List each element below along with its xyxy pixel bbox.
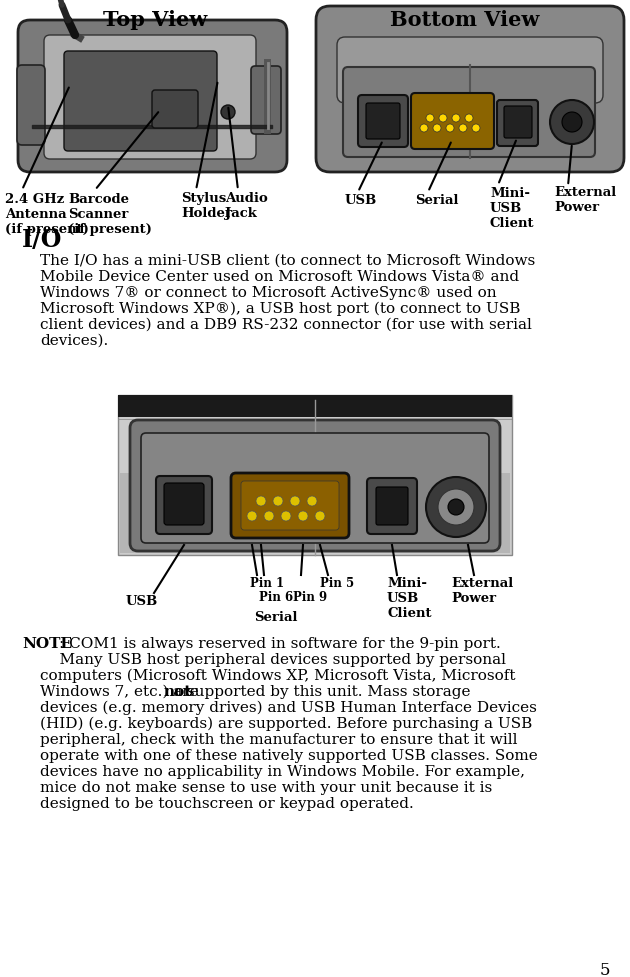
FancyBboxPatch shape — [358, 95, 408, 147]
FancyBboxPatch shape — [251, 66, 281, 134]
FancyBboxPatch shape — [130, 420, 500, 551]
Text: Stylus
Holder: Stylus Holder — [181, 192, 232, 220]
Circle shape — [452, 114, 460, 122]
FancyBboxPatch shape — [366, 103, 400, 139]
Circle shape — [448, 499, 464, 515]
FancyBboxPatch shape — [337, 37, 603, 103]
Text: The I/O has a mini-USB client (to connect to Microsoft Windows: The I/O has a mini-USB client (to connec… — [40, 254, 536, 268]
Circle shape — [433, 124, 441, 132]
Circle shape — [459, 124, 467, 132]
Text: Windows 7, etc.) are: Windows 7, etc.) are — [40, 685, 203, 699]
Circle shape — [264, 511, 274, 521]
Text: Barcode
Scanner
(if present): Barcode Scanner (if present) — [68, 193, 152, 236]
Circle shape — [426, 114, 434, 122]
Circle shape — [298, 511, 308, 521]
FancyBboxPatch shape — [120, 473, 510, 553]
Circle shape — [426, 477, 486, 537]
FancyBboxPatch shape — [241, 481, 339, 530]
FancyBboxPatch shape — [411, 93, 494, 149]
Circle shape — [439, 114, 447, 122]
Text: operate with one of these natively supported USB classes. Some: operate with one of these natively suppo… — [40, 749, 538, 763]
Text: Mini-
USB
Client: Mini- USB Client — [490, 187, 534, 230]
Circle shape — [307, 496, 317, 506]
Text: 5: 5 — [600, 962, 610, 977]
FancyBboxPatch shape — [152, 90, 198, 128]
Text: devices (e.g. memory drives) and USB Human Interface Devices: devices (e.g. memory drives) and USB Hum… — [40, 701, 537, 715]
Circle shape — [273, 496, 283, 506]
Circle shape — [247, 511, 257, 521]
Text: USB: USB — [126, 595, 158, 608]
Text: USB: USB — [345, 194, 377, 207]
Circle shape — [446, 124, 454, 132]
FancyBboxPatch shape — [316, 6, 624, 172]
FancyBboxPatch shape — [504, 106, 532, 138]
Text: Windows 7® or connect to Microsoft ActiveSync® used on: Windows 7® or connect to Microsoft Activ… — [40, 286, 496, 300]
FancyBboxPatch shape — [17, 65, 45, 145]
Text: designed to be touchscreen or keypad operated.: designed to be touchscreen or keypad ope… — [40, 797, 414, 811]
Text: : COM1 is always reserved in software for the 9-pin port.: : COM1 is always reserved in software fo… — [59, 637, 501, 651]
FancyBboxPatch shape — [64, 51, 217, 151]
Text: Mini-
USB
Client: Mini- USB Client — [387, 577, 432, 620]
Text: External
Power: External Power — [554, 186, 616, 214]
Circle shape — [465, 114, 473, 122]
FancyBboxPatch shape — [44, 35, 256, 159]
Circle shape — [472, 124, 480, 132]
FancyBboxPatch shape — [497, 100, 538, 146]
Bar — [118, 395, 512, 417]
Text: Serial: Serial — [415, 194, 459, 207]
Text: Mobile Device Center used on Microsoft Windows Vista® and: Mobile Device Center used on Microsoft W… — [40, 270, 519, 284]
FancyBboxPatch shape — [231, 473, 349, 538]
Text: Many USB host peripheral devices supported by personal: Many USB host peripheral devices support… — [40, 653, 506, 667]
FancyBboxPatch shape — [343, 67, 595, 157]
Text: Pin 6: Pin 6 — [259, 591, 293, 604]
Text: Pin 5: Pin 5 — [320, 577, 354, 590]
Text: supported by this unit. Mass storage: supported by this unit. Mass storage — [181, 685, 470, 699]
Text: Serial: Serial — [254, 611, 297, 624]
Circle shape — [281, 511, 291, 521]
Circle shape — [221, 105, 235, 119]
Text: mice do not make sense to use with your unit because it is: mice do not make sense to use with your … — [40, 781, 492, 795]
Text: External
Power: External Power — [451, 577, 513, 605]
Circle shape — [438, 489, 474, 525]
Text: Audio
Jack: Audio Jack — [225, 192, 268, 220]
Text: Pin 9: Pin 9 — [293, 591, 327, 604]
FancyBboxPatch shape — [141, 433, 489, 543]
Text: I/O: I/O — [22, 228, 62, 252]
Text: peripheral, check with the manufacturer to ensure that it will: peripheral, check with the manufacturer … — [40, 733, 517, 747]
Circle shape — [315, 511, 325, 521]
FancyBboxPatch shape — [118, 395, 512, 555]
FancyBboxPatch shape — [376, 487, 408, 525]
Circle shape — [550, 100, 594, 144]
Circle shape — [256, 496, 266, 506]
Circle shape — [420, 124, 428, 132]
Text: Pin 1: Pin 1 — [250, 577, 284, 590]
Text: Microsoft Windows XP®), a USB host port (to connect to USB: Microsoft Windows XP®), a USB host port … — [40, 302, 520, 317]
FancyBboxPatch shape — [156, 476, 212, 534]
Text: computers (Microsoft Windows XP, Microsoft Vista, Microsoft: computers (Microsoft Windows XP, Microso… — [40, 669, 515, 683]
Text: Top View: Top View — [103, 10, 207, 30]
Text: NOTE: NOTE — [22, 637, 72, 651]
Text: Bottom View: Bottom View — [391, 10, 540, 30]
FancyBboxPatch shape — [18, 20, 287, 172]
Circle shape — [290, 496, 300, 506]
Circle shape — [562, 112, 582, 132]
Text: devices have no applicability in Windows Mobile. For example,: devices have no applicability in Windows… — [40, 765, 525, 779]
Text: not: not — [164, 685, 192, 699]
Text: 2.4 GHz
Antenna
(if present): 2.4 GHz Antenna (if present) — [5, 193, 89, 236]
Text: client devices) and a DB9 RS-232 connector (for use with serial: client devices) and a DB9 RS-232 connect… — [40, 318, 532, 332]
FancyBboxPatch shape — [164, 483, 204, 525]
Text: devices).: devices). — [40, 334, 108, 348]
FancyBboxPatch shape — [367, 478, 417, 534]
Text: (HID) (e.g. keyboards) are supported. Before purchasing a USB: (HID) (e.g. keyboards) are supported. Be… — [40, 717, 532, 732]
